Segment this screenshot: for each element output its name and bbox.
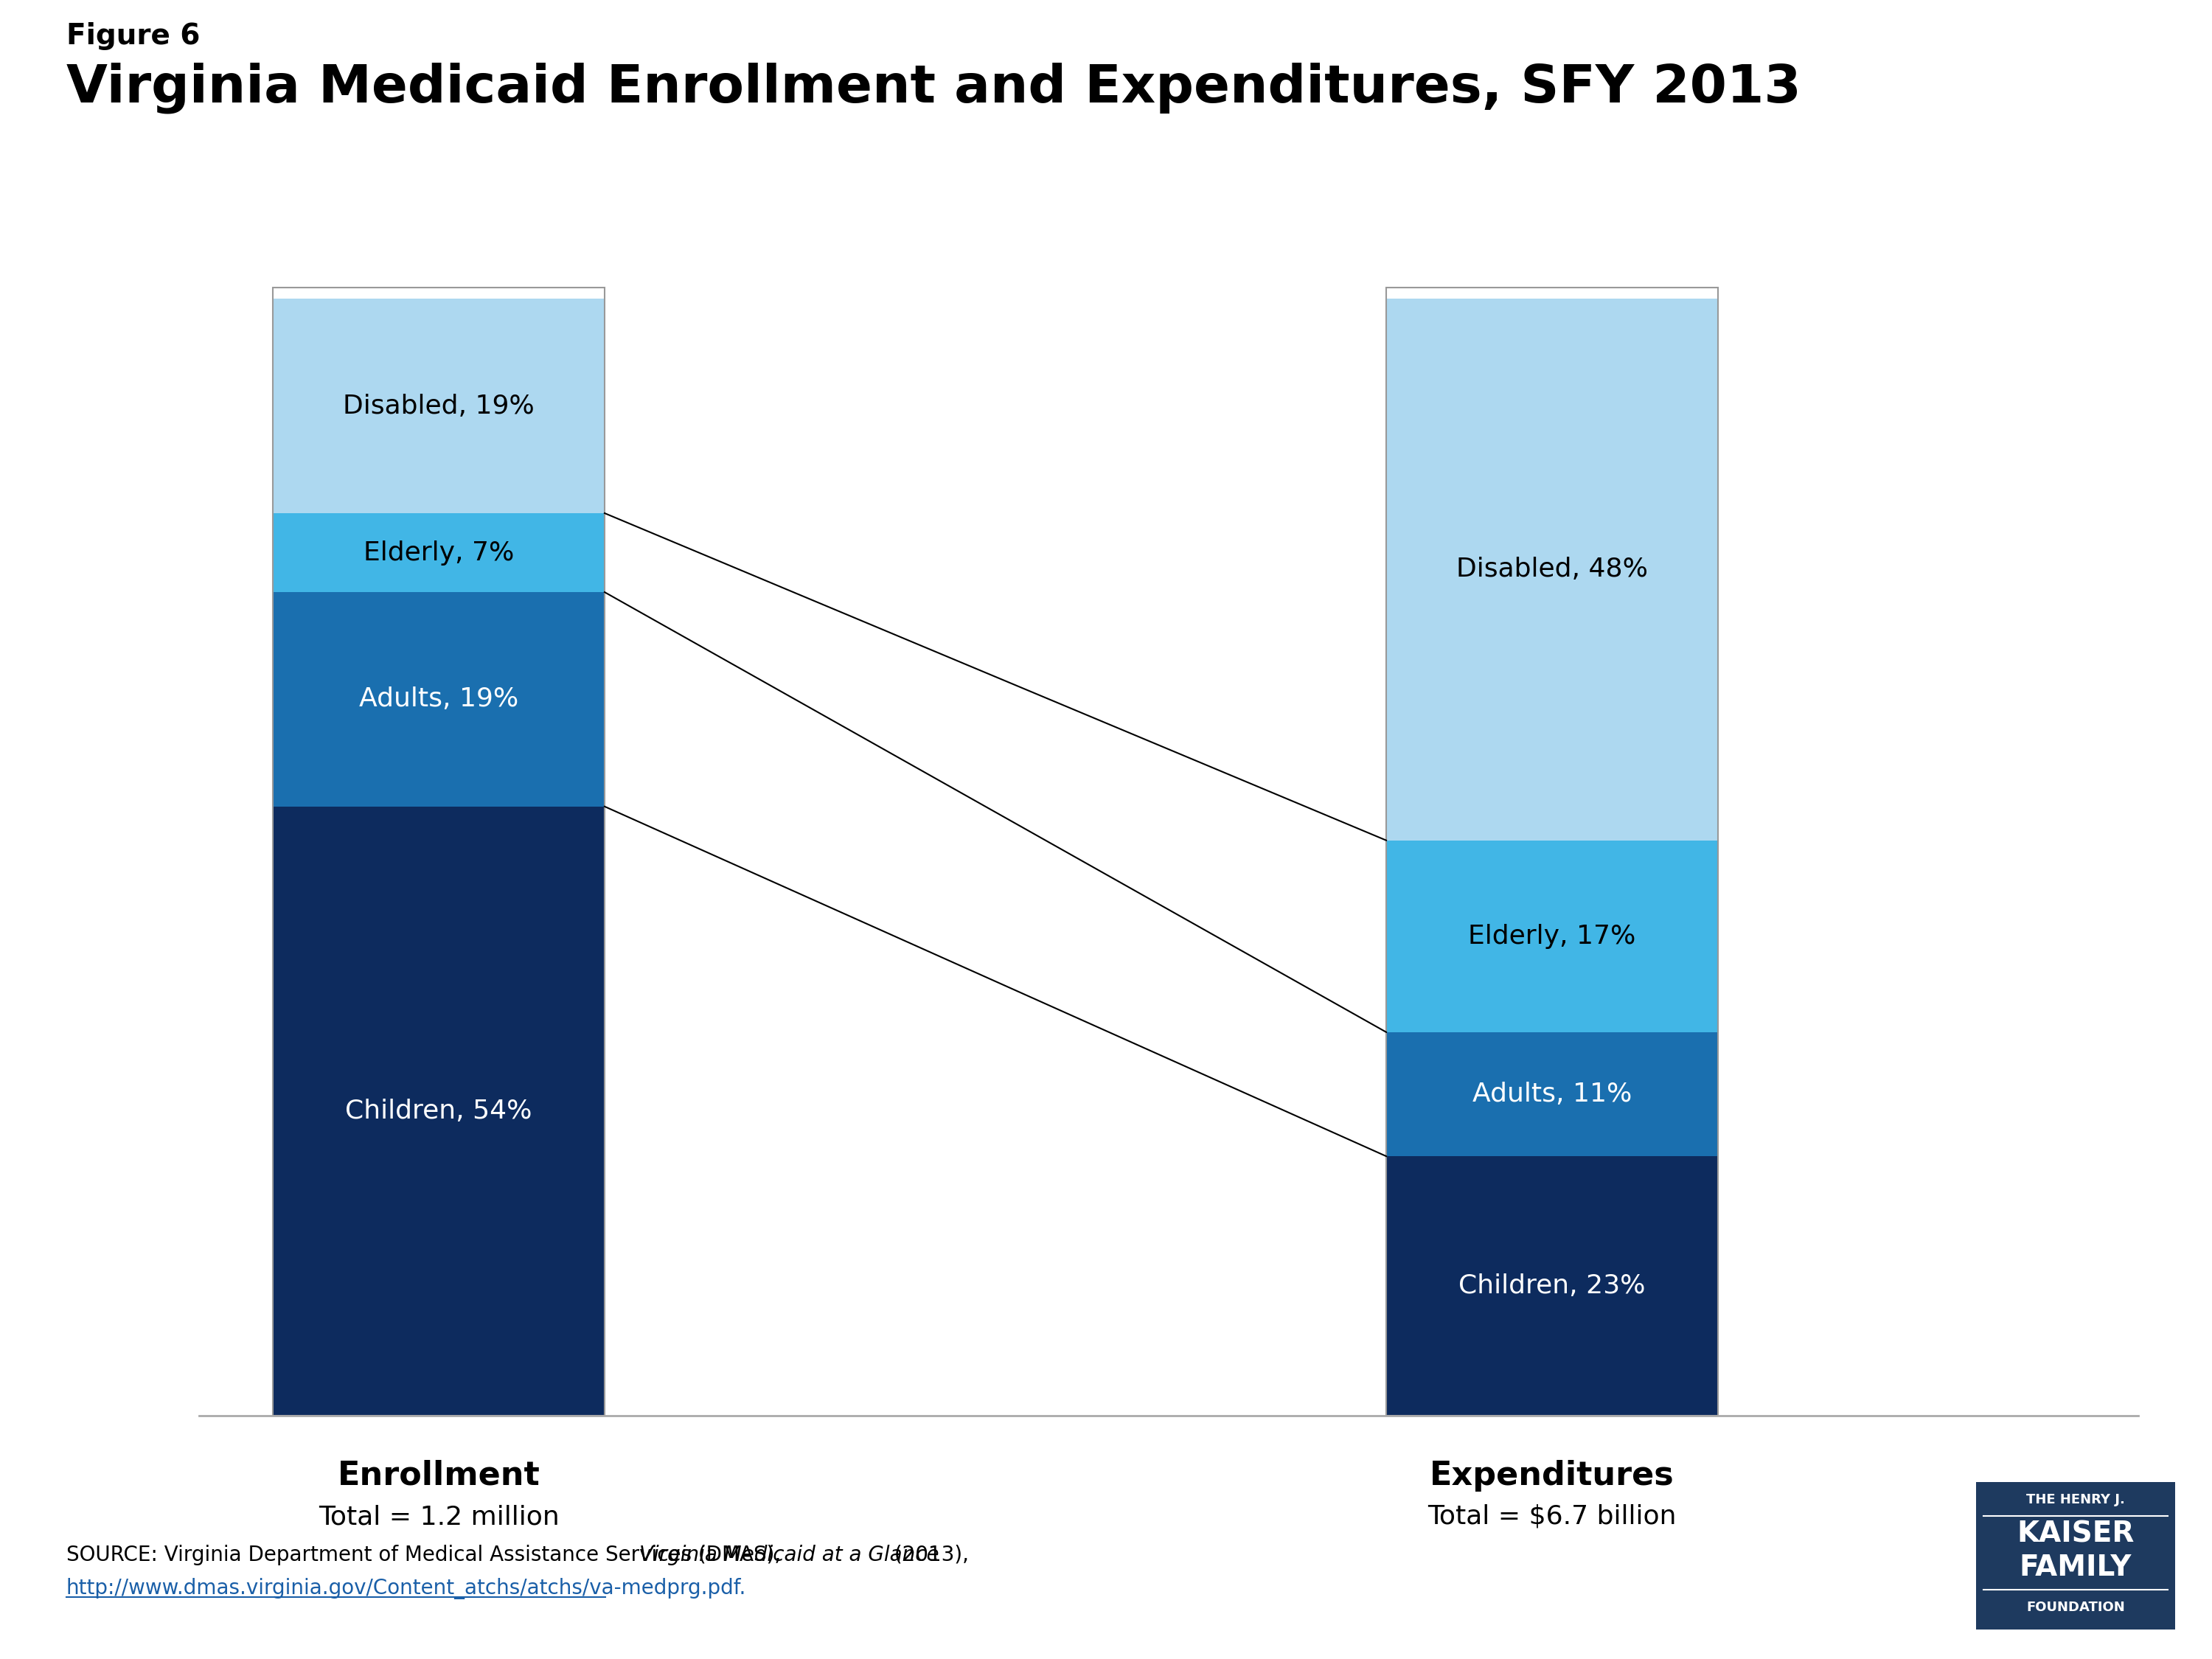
Bar [272, 513, 604, 592]
Text: Virginia Medicaid at a Glance: Virginia Medicaid at a Glance [639, 1545, 940, 1566]
Text: http://www.dmas.virginia.gov/Content_atchs/atchs/va-medprg.pdf.: http://www.dmas.virginia.gov/Content_atc… [66, 1578, 745, 1599]
Text: KAISER: KAISER [2017, 1520, 2135, 1548]
Bar [272, 806, 604, 1415]
Text: Children, 54%: Children, 54% [345, 1098, 533, 1123]
Text: Elderly, 17%: Elderly, 17% [1469, 924, 1637, 949]
Text: Virginia Medicaid Enrollment and Expenditures, SFY 2013: Virginia Medicaid Enrollment and Expendi… [66, 63, 1801, 114]
Text: Total = $6.7 billion: Total = $6.7 billion [1427, 1505, 1677, 1530]
Bar [1387, 1156, 1719, 1415]
Text: Total = 1.2 million: Total = 1.2 million [319, 1505, 560, 1530]
Bar [1387, 841, 1719, 1032]
Text: THE HENRY J.: THE HENRY J. [2026, 1493, 2126, 1506]
Bar [1387, 1032, 1719, 1156]
Text: Disabled, 19%: Disabled, 19% [343, 393, 535, 418]
Bar [272, 299, 604, 513]
Text: Adults, 19%: Adults, 19% [358, 687, 518, 712]
Text: Expenditures: Expenditures [1429, 1460, 1674, 1491]
Text: Elderly, 7%: Elderly, 7% [363, 541, 513, 566]
Text: Figure 6: Figure 6 [66, 22, 199, 50]
Bar [272, 592, 604, 806]
Text: FAMILY: FAMILY [2020, 1553, 2132, 1581]
Text: Disabled, 48%: Disabled, 48% [1455, 557, 1648, 582]
Bar [1975, 1481, 2174, 1629]
Text: FOUNDATION: FOUNDATION [2026, 1601, 2126, 1614]
Bar [1387, 287, 1719, 1415]
Text: Children, 23%: Children, 23% [1458, 1274, 1646, 1299]
Text: (2013),: (2013), [887, 1545, 969, 1566]
Bar [1387, 299, 1719, 841]
Text: Enrollment: Enrollment [338, 1460, 540, 1491]
Text: Adults, 11%: Adults, 11% [1473, 1082, 1632, 1107]
Text: SOURCE: Virginia Department of Medical Assistance Services (DMAS),: SOURCE: Virginia Department of Medical A… [66, 1545, 787, 1566]
Bar [272, 287, 604, 1415]
